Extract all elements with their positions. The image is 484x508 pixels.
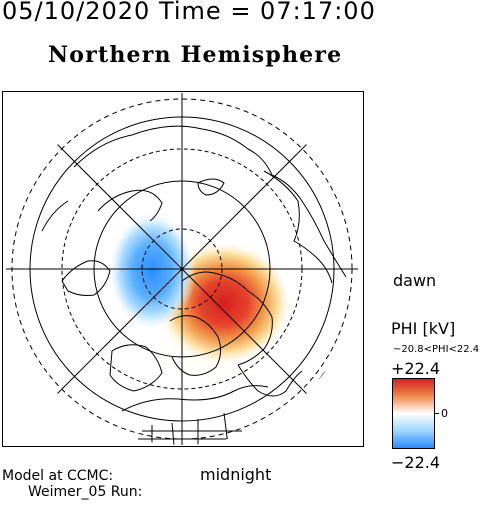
colorbar-min-label: −22.4: [391, 453, 441, 472]
polar-map: [2, 91, 364, 447]
colorbar-title: PHI [kV]: [391, 319, 456, 338]
run-label: Weimer_05 Run:: [28, 484, 143, 500]
colorbar-zero-label: 0: [441, 407, 448, 420]
model-label: Model at CCMC:: [2, 468, 114, 484]
dawn-label: dawn: [393, 271, 437, 290]
date-time-title: 05/10/2020 Time = 07:17:00: [2, 0, 376, 25]
colorbar-zero-tick: [435, 413, 439, 414]
colorbar: [392, 378, 435, 449]
colorbar-max-label: +22.4: [391, 359, 441, 378]
colorbar-range-text: −20.8<PHI<22.4: [393, 344, 480, 355]
midnight-label: midnight: [200, 465, 272, 484]
meridian-diagonal-2: [53, 140, 311, 398]
hemisphere-title: Northern Hemisphere: [48, 42, 343, 68]
potential-negative-cell: [108, 211, 196, 331]
